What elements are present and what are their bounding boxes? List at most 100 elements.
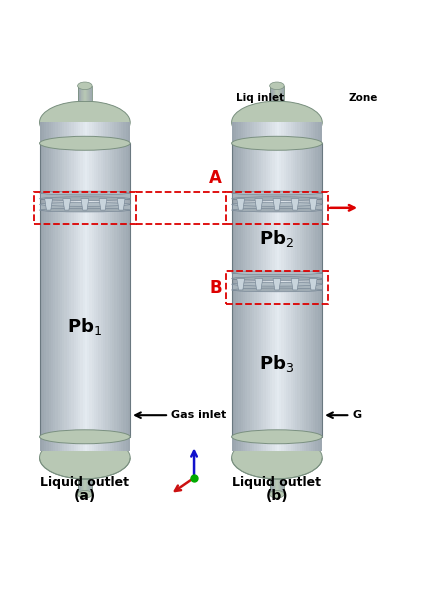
Bar (86, 86, 87, 101)
Bar (90, 479, 91, 494)
Bar (297, 437, 300, 451)
Bar (55, 437, 58, 451)
Bar (302, 144, 304, 437)
Bar (116, 437, 119, 451)
Bar (254, 144, 256, 437)
Bar (114, 437, 116, 451)
Bar (98, 437, 101, 451)
Bar (276, 479, 278, 494)
Bar (126, 437, 128, 451)
Bar (78, 479, 80, 494)
Bar (309, 122, 311, 144)
Bar (291, 144, 293, 437)
Text: Liquid outlet: Liquid outlet (233, 476, 321, 489)
Bar (295, 144, 297, 437)
Bar (96, 122, 98, 144)
Ellipse shape (270, 490, 284, 498)
Bar (89, 86, 90, 101)
Bar (270, 144, 272, 437)
Bar (83, 122, 85, 144)
Bar (84, 479, 85, 494)
Bar (232, 144, 322, 437)
Bar (107, 122, 110, 144)
Bar (89, 144, 92, 437)
Bar (105, 144, 107, 437)
Ellipse shape (39, 101, 130, 144)
Bar (92, 122, 94, 144)
Bar (279, 86, 280, 101)
Bar (126, 144, 128, 437)
Bar (300, 437, 302, 451)
Ellipse shape (39, 191, 130, 195)
Bar (265, 437, 268, 451)
Bar (76, 122, 78, 144)
Bar (265, 122, 268, 144)
Bar (309, 144, 311, 437)
Bar (311, 437, 313, 451)
Bar (270, 437, 272, 451)
Bar (55, 122, 58, 144)
Bar (245, 122, 248, 144)
Bar (313, 122, 316, 144)
Bar (293, 122, 295, 144)
Bar (76, 144, 78, 437)
Bar (281, 479, 282, 494)
Bar (48, 122, 51, 144)
Bar (62, 437, 65, 451)
Bar (241, 122, 243, 144)
Bar (282, 86, 283, 101)
Bar (128, 122, 130, 144)
Ellipse shape (39, 136, 130, 150)
Bar (128, 144, 130, 437)
Bar (103, 437, 105, 451)
Bar (241, 437, 243, 451)
Bar (87, 144, 89, 437)
Bar (58, 144, 60, 437)
Bar (51, 122, 53, 144)
Bar (232, 193, 322, 199)
Bar (307, 122, 309, 144)
Bar (254, 122, 256, 144)
Text: A: A (209, 170, 222, 187)
Bar (320, 437, 322, 451)
Bar (250, 122, 252, 144)
Bar (276, 86, 278, 101)
Bar (272, 144, 275, 437)
Bar (263, 144, 265, 437)
Bar (34, 192, 136, 224)
Bar (121, 144, 123, 437)
Polygon shape (309, 279, 317, 290)
Bar (283, 479, 284, 494)
Bar (92, 437, 94, 451)
Bar (241, 144, 243, 437)
Ellipse shape (78, 82, 92, 90)
Ellipse shape (39, 101, 130, 144)
Ellipse shape (232, 271, 322, 275)
Bar (261, 122, 263, 144)
Ellipse shape (232, 277, 322, 280)
Bar (48, 437, 51, 451)
Bar (316, 144, 318, 437)
Bar (89, 479, 90, 494)
Bar (39, 144, 42, 437)
Bar (103, 122, 105, 144)
Bar (313, 144, 316, 437)
Ellipse shape (232, 430, 322, 444)
Ellipse shape (232, 288, 322, 292)
Bar (277, 122, 279, 144)
Bar (286, 122, 288, 144)
Bar (232, 273, 322, 279)
Bar (281, 86, 282, 101)
Bar (288, 144, 291, 437)
Bar (82, 86, 84, 101)
Bar (78, 437, 81, 451)
Bar (92, 144, 94, 437)
Bar (279, 479, 280, 494)
Text: Pb$_3$: Pb$_3$ (259, 353, 294, 374)
Polygon shape (63, 199, 71, 210)
Bar (42, 144, 44, 437)
Ellipse shape (232, 197, 322, 200)
Bar (252, 122, 254, 144)
Bar (112, 122, 114, 144)
Bar (273, 86, 274, 101)
